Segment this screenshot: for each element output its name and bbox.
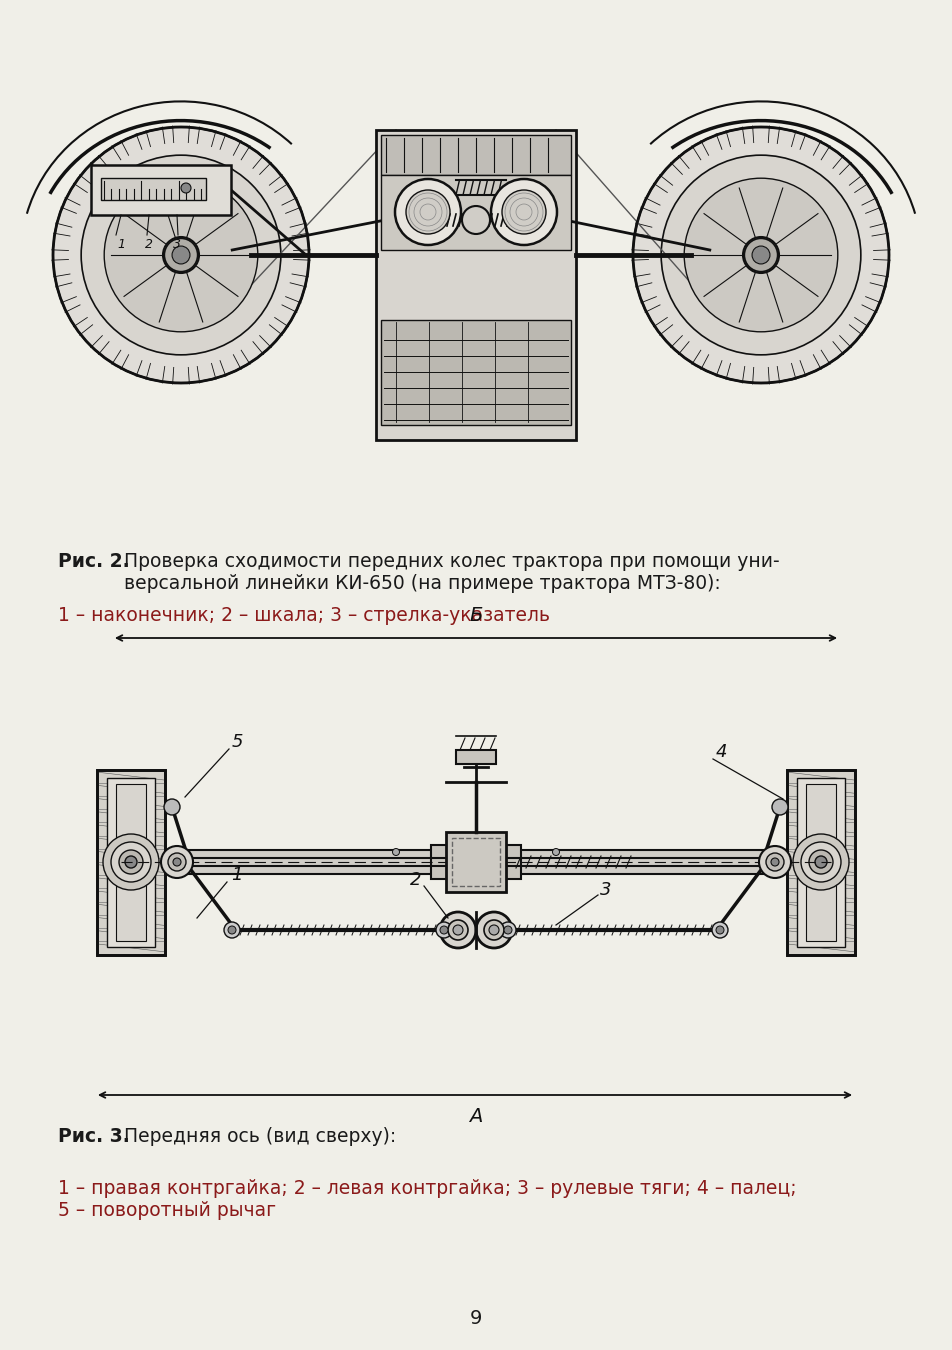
Circle shape: [103, 834, 159, 890]
Circle shape: [452, 925, 463, 936]
Circle shape: [110, 842, 150, 882]
Bar: [116, 783, 146, 941]
Text: 9: 9: [469, 1308, 482, 1327]
Circle shape: [484, 919, 504, 940]
Bar: [797, 778, 843, 946]
Text: 1: 1: [231, 865, 243, 884]
Circle shape: [228, 926, 236, 934]
Circle shape: [490, 180, 556, 244]
Circle shape: [164, 799, 180, 815]
Bar: [97, 769, 165, 954]
Bar: [177, 850, 774, 873]
Circle shape: [715, 926, 724, 934]
Bar: [786, 769, 854, 954]
Circle shape: [632, 127, 888, 383]
Circle shape: [119, 850, 143, 873]
Circle shape: [504, 926, 511, 934]
Text: 3: 3: [600, 882, 611, 899]
Circle shape: [163, 238, 199, 273]
Bar: [446, 832, 506, 892]
Circle shape: [392, 849, 399, 856]
Bar: [451, 838, 500, 886]
Circle shape: [661, 155, 860, 355]
Circle shape: [161, 846, 193, 878]
Circle shape: [406, 190, 449, 234]
Circle shape: [743, 238, 778, 273]
Circle shape: [172, 246, 189, 265]
Bar: [786, 769, 854, 954]
Circle shape: [751, 246, 769, 265]
Text: 3: 3: [173, 238, 181, 251]
Circle shape: [104, 178, 258, 332]
Circle shape: [475, 913, 511, 948]
Circle shape: [808, 850, 832, 873]
Circle shape: [500, 922, 515, 938]
Bar: [101, 178, 206, 200]
Circle shape: [440, 913, 475, 948]
Circle shape: [173, 859, 181, 865]
Bar: [381, 320, 570, 425]
Bar: [97, 769, 165, 954]
Circle shape: [436, 922, 451, 938]
Circle shape: [770, 859, 778, 865]
Circle shape: [394, 180, 461, 244]
Circle shape: [462, 207, 489, 234]
Text: 4: 4: [715, 743, 726, 761]
Text: Рис. 3.: Рис. 3.: [58, 1127, 129, 1146]
Circle shape: [814, 856, 826, 868]
Circle shape: [53, 127, 308, 383]
Circle shape: [125, 856, 137, 868]
Circle shape: [711, 922, 727, 938]
Text: А: А: [468, 1107, 482, 1126]
Text: Б: Б: [468, 606, 482, 625]
Text: 1 – наконечник; 2 – шкала; 3 – стрелка-указатель: 1 – наконечник; 2 – шкала; 3 – стрелка-у…: [58, 606, 549, 625]
Circle shape: [488, 925, 499, 936]
Circle shape: [164, 239, 197, 271]
Bar: [381, 176, 570, 250]
Text: Проверка сходимости передних колес трактора при помощи уни-
версальной линейки К: Проверка сходимости передних колес тракт…: [124, 552, 779, 593]
Bar: [455, 751, 495, 764]
Circle shape: [447, 919, 467, 940]
Circle shape: [168, 853, 186, 871]
Circle shape: [502, 190, 545, 234]
Circle shape: [81, 155, 281, 355]
Circle shape: [684, 178, 837, 332]
Text: 1 – правая контргайка; 2 – левая контргайка; 3 – рулевые тяги; 4 – палец;
5 – по: 1 – правая контргайка; 2 – левая контрга…: [58, 1179, 796, 1220]
Text: Передняя ось (вид сверху):: Передняя ось (вид сверху):: [124, 1127, 396, 1146]
Bar: [381, 135, 570, 176]
Text: 2: 2: [145, 238, 153, 251]
Circle shape: [765, 853, 783, 871]
Circle shape: [771, 799, 787, 815]
Circle shape: [801, 842, 840, 882]
Circle shape: [440, 926, 447, 934]
Bar: [107, 778, 154, 946]
Text: Рис. 2.: Рис. 2.: [58, 552, 129, 571]
Circle shape: [552, 849, 559, 856]
Circle shape: [792, 834, 848, 890]
Bar: [805, 783, 835, 941]
Circle shape: [744, 239, 777, 271]
Circle shape: [181, 184, 190, 193]
Circle shape: [224, 922, 240, 938]
Text: 1: 1: [117, 238, 125, 251]
Text: 5: 5: [231, 733, 243, 751]
Bar: [376, 130, 575, 440]
Bar: [90, 165, 230, 215]
Bar: [430, 845, 521, 879]
Circle shape: [758, 846, 790, 878]
Text: 2: 2: [409, 871, 422, 890]
